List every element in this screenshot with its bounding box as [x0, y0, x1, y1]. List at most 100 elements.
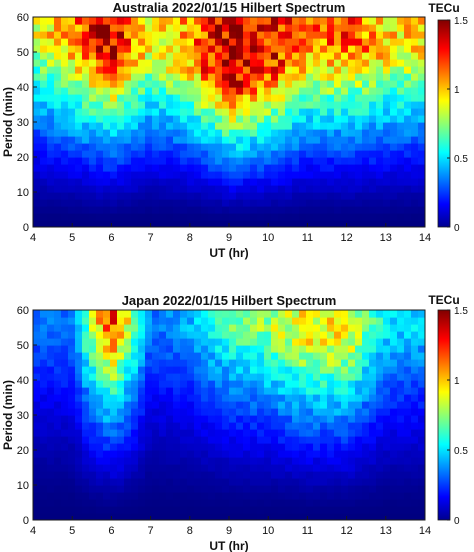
japan-heatmap-cell	[166, 317, 174, 325]
japan-heatmap-cell	[222, 429, 230, 437]
japan-heatmap-cell	[138, 338, 146, 346]
japan-heatmap-cell	[418, 352, 425, 360]
australia-heatmap-cell	[145, 136, 153, 144]
japan-heatmap-cell	[341, 492, 349, 500]
australia-heatmap-cell	[383, 31, 391, 39]
australia-heatmap-cell	[117, 185, 125, 193]
japan-heatmap-cell	[236, 408, 244, 416]
japan-heatmap-cell	[40, 345, 48, 353]
australia-heatmap-cell	[383, 185, 391, 193]
australia-heatmap-cell	[376, 94, 384, 102]
japan-heatmap-cell	[208, 331, 216, 339]
japan-heatmap-cell	[229, 373, 237, 381]
australia-heatmap-cell	[243, 171, 251, 179]
japan-heatmap-cell	[411, 331, 419, 339]
japan-heatmap-cell	[278, 499, 286, 507]
australia-heatmap-cell	[110, 31, 118, 39]
japan-heatmap-cell	[96, 499, 104, 507]
australia-heatmap-cell	[68, 17, 76, 25]
japan-heatmap-cell	[229, 457, 237, 465]
japan-heatmap-cell	[89, 324, 97, 332]
japan-heatmap-cell	[278, 345, 286, 353]
australia-heatmap-cell	[145, 129, 153, 137]
australia-heatmap-cell	[68, 213, 76, 221]
japan-heatmap-cell	[166, 485, 174, 493]
japan-heatmap-cell	[271, 345, 279, 353]
australia-heatmap-cell	[397, 66, 405, 74]
australia-heatmap-cell	[383, 171, 391, 179]
japan-heatmap-cell	[411, 380, 419, 388]
australia-heatmap-cell	[418, 38, 425, 46]
japan-heatmap-cell	[194, 345, 202, 353]
australia-heatmap-cell	[208, 38, 216, 46]
japan-heatmap-cell	[173, 387, 181, 395]
australia-colorbar-label: TECu	[428, 1, 459, 15]
australia-heatmap-cell	[250, 199, 258, 207]
australia-heatmap-cell	[376, 206, 384, 214]
australia-heatmap-cell	[278, 59, 286, 67]
japan-heatmap-cell	[180, 387, 188, 395]
australia-heatmap-cell	[124, 192, 132, 200]
australia-heatmap-cell	[348, 73, 356, 81]
japan-heatmap-cell	[145, 394, 153, 402]
australia-heatmap-cell	[208, 94, 216, 102]
japan-heatmap-cell	[103, 345, 111, 353]
australia-heatmap-cell	[96, 199, 104, 207]
australia-heatmap-cell	[404, 213, 412, 221]
japan-heatmap-cell	[47, 373, 55, 381]
japan-heatmap-cell	[334, 310, 342, 318]
australia-heatmap-cell	[292, 94, 300, 102]
japan-heatmap-cell	[285, 331, 293, 339]
australia-heatmap-cell	[166, 59, 174, 67]
australia-heatmap-cell	[75, 136, 83, 144]
australia-heatmap-cell	[89, 31, 97, 39]
japan-heatmap-cell	[376, 436, 384, 444]
australia-heatmap-cell	[68, 24, 76, 32]
japan-heatmap-cell	[278, 331, 286, 339]
japan-heatmap-cell	[362, 338, 370, 346]
japan-heatmap-cell	[159, 387, 167, 395]
australia-heatmap-cell	[341, 24, 349, 32]
australia-heatmap-cell	[236, 129, 244, 137]
australia-heatmap-cell	[306, 129, 314, 137]
japan-heatmap-cell	[47, 436, 55, 444]
australia-heatmap-cell	[117, 73, 125, 81]
australia-heatmap-cell	[117, 136, 125, 144]
japan-heatmap-cell	[348, 394, 356, 402]
japan-heatmap-cell	[33, 324, 41, 332]
japan-colorbar	[437, 309, 451, 521]
japan-heatmap-cell	[285, 345, 293, 353]
australia-heatmap-cell	[292, 17, 300, 25]
japan-heatmap-cell	[96, 450, 104, 458]
australia-heatmap-cell	[348, 199, 356, 207]
australia-heatmap-cell	[33, 199, 41, 207]
japan-heatmap-cell	[320, 345, 328, 353]
japan-heatmap-cell	[82, 464, 90, 472]
japan-heatmap-cell	[376, 485, 384, 493]
japan-heatmap-cell	[383, 394, 391, 402]
japan-heatmap-cell	[348, 408, 356, 416]
japan-heatmap-cell	[397, 436, 405, 444]
japan-heatmap-cell	[355, 366, 363, 374]
japan-heatmap-cell	[222, 380, 230, 388]
japan-heatmap-cell	[75, 422, 83, 430]
japan-heatmap-cell	[313, 492, 321, 500]
japan-heatmap-cell	[397, 324, 405, 332]
australia-heatmap-cell	[103, 129, 111, 137]
australia-heatmap-cell	[166, 185, 174, 193]
japan-heatmap-cell	[313, 408, 321, 416]
japan-heatmap-cell	[327, 310, 335, 318]
australia-heatmap-cell	[320, 143, 328, 151]
australia-heatmap-cell	[285, 108, 293, 116]
japan-heatmap-cell	[145, 422, 153, 430]
australia-heatmap-cell	[82, 206, 90, 214]
japan-heatmap-cell	[334, 478, 342, 486]
australia-heatmap-cell	[369, 45, 377, 53]
australia-heatmap-cell	[229, 143, 237, 151]
australia-heatmap-cell	[222, 129, 230, 137]
australia-heatmap-cell	[215, 220, 223, 227]
australia-heatmap-cell	[75, 94, 83, 102]
australia-heatmap-cell	[208, 45, 216, 53]
japan-heatmap-cell	[348, 338, 356, 346]
australia-heatmap-cell	[54, 122, 62, 130]
